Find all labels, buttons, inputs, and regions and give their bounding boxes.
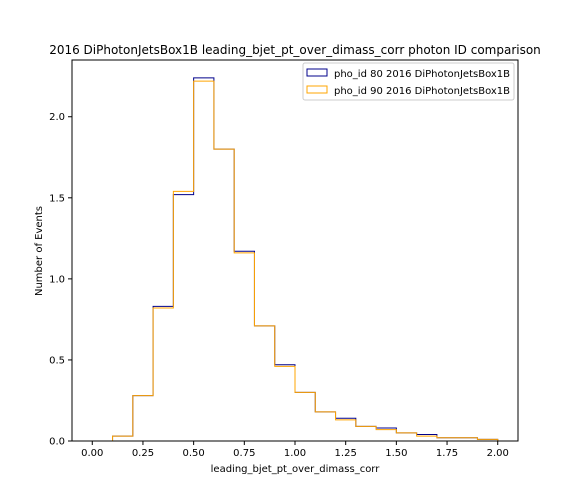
y-tick-label: 0.5 [49,355,65,366]
x-tick-label: 1.50 [385,448,407,459]
x-tick-label: 0.50 [183,448,205,459]
x-tick-label: 1.00 [284,448,306,459]
y-tick-label: 0.0 [49,437,65,448]
x-tick-label: 2.00 [487,448,509,459]
y-tick-label: 1.5 [49,193,65,204]
legend-swatch-pho-id-90 [306,85,328,94]
legend-label-pho-id-80: pho_id 80 2016 DiPhotonJetsBox1B [334,69,510,80]
y-tick-label: 1.0 [49,274,65,285]
x-tick-label: 1.75 [436,448,458,459]
legend-label-pho-id-90: pho_id 90 2016 DiPhotonJetsBox1B [334,86,510,97]
legend-swatch-pho-id-80 [306,68,328,77]
x-tick-label: 1.25 [335,448,357,459]
x-tick-label: 0.00 [81,448,103,459]
histogram-series-pho-id-90 [92,80,499,442]
plot-area [71,59,519,442]
x-tick-label: 0.75 [233,448,255,459]
y-axis-label: Number of Events [34,206,45,296]
axis-ticks: 0.00 0.25 0.50 0.75 1.00 1.25 1.50 1.75 2.00 0.0 0… [49,112,509,459]
x-tick-label: 0.25 [132,448,154,459]
y-tick-label: 2.0 [49,112,65,123]
chart-title: 2016 DiPhotonJetsBox1B leading_bjet_pt_o… [49,43,541,57]
legend-box [302,62,515,101]
legend: pho_id 80 2016 DiPhotonJetsBox1B pho_id … [302,62,515,101]
x-axis-label: leading_bjet_pt_over_dimass_corr [211,464,381,475]
